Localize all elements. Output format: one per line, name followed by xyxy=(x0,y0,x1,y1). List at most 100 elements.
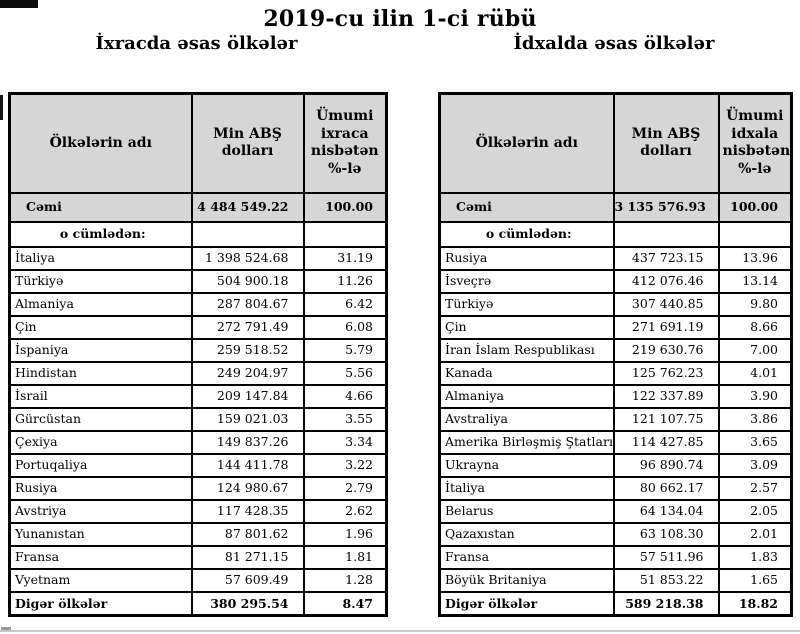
country-cell: Çin xyxy=(438,314,615,340)
percent-cell: 1.28 xyxy=(302,567,388,593)
percent-cell: 7.00 xyxy=(717,337,793,363)
value-cell: 1 398 524.68 xyxy=(190,245,305,271)
percent-cell: 2.79 xyxy=(302,475,388,501)
table-row: Almaniya 287 804.67 6.42 xyxy=(8,291,388,317)
percent-cell: 3.09 xyxy=(717,452,793,478)
country-cell: Qazaxıstan xyxy=(438,521,615,547)
country-cell: Çin xyxy=(8,314,193,340)
import-total-row: Cəmi 3 135 576.93 100.00 xyxy=(438,191,793,223)
export-total-row: Cəmi 4 484 549.22 100.00 xyxy=(8,191,388,223)
percent-cell: 2.62 xyxy=(302,498,388,524)
footer-value: 380 295.54 xyxy=(190,590,305,617)
percent-cell: 2.01 xyxy=(717,521,793,547)
country-cell: Gürcüstan xyxy=(8,406,193,432)
percent-cell: 9.80 xyxy=(717,291,793,317)
percent-cell: 3.55 xyxy=(302,406,388,432)
percent-cell: 13.96 xyxy=(717,245,793,271)
value-cell: 144 411.78 xyxy=(190,452,305,478)
value-cell: 63 108.30 xyxy=(612,521,720,547)
table-row: Gürcüstan 159 021.03 3.55 xyxy=(8,406,388,432)
country-cell: Rusiya xyxy=(8,475,193,501)
table-row: Avstraliya 121 107.75 3.86 xyxy=(438,406,793,432)
country-cell: İspaniya xyxy=(8,337,193,363)
column-header-percent: Ümumi idxala nisbətən %-lə xyxy=(717,92,793,194)
table-row: Portuqaliya 144 411.78 3.22 xyxy=(8,452,388,478)
table-row: Rusiya 124 980.67 2.79 xyxy=(8,475,388,501)
table-row: Yunanıstan 87 801.62 1.96 xyxy=(8,521,388,547)
table-row: İran İslam Respublikası 219 630.76 7.00 xyxy=(438,337,793,363)
table-row: Ukrayna 96 890.74 3.09 xyxy=(438,452,793,478)
table-row: Qazaxıstan 63 108.30 2.01 xyxy=(438,521,793,547)
value-cell: 96 890.74 xyxy=(612,452,720,478)
country-cell: Vyetnam xyxy=(8,567,193,593)
footer-label: Digər ölkələr xyxy=(438,590,615,617)
table-row: Çexiya 149 837.26 3.34 xyxy=(8,429,388,455)
value-cell: 51 853.22 xyxy=(612,567,720,593)
value-cell: 159 021.03 xyxy=(190,406,305,432)
total-percent: 100.00 xyxy=(302,191,388,223)
country-cell: Çexiya xyxy=(8,429,193,455)
table-row: İspaniya 259 518.52 5.79 xyxy=(8,337,388,363)
import-table-title: İdxalda əsas ölkələr xyxy=(513,33,715,54)
value-cell: 64 134.04 xyxy=(612,498,720,524)
value-cell: 124 980.67 xyxy=(190,475,305,501)
country-cell: İran İslam Respublikası xyxy=(438,337,615,363)
scan-artifact-top-bar xyxy=(0,0,38,8)
import-header-row: Ölkələrin adı Min ABŞ dolları Ümumi idxa… xyxy=(438,92,793,194)
percent-cell: 4.01 xyxy=(717,360,793,386)
country-cell: Avstraliya xyxy=(438,406,615,432)
value-cell: 259 518.52 xyxy=(190,337,305,363)
value-cell: 219 630.76 xyxy=(612,337,720,363)
percent-cell: 6.42 xyxy=(302,291,388,317)
value-cell: 307 440.85 xyxy=(612,291,720,317)
table-row: Rusiya 437 723.15 13.96 xyxy=(438,245,793,271)
percent-cell: 1.81 xyxy=(302,544,388,570)
table-row: İtaliya 80 662.17 2.57 xyxy=(438,475,793,501)
country-cell: Ukrayna xyxy=(438,452,615,478)
empty-cell xyxy=(717,220,793,248)
value-cell: 121 107.75 xyxy=(612,406,720,432)
value-cell: 209 147.84 xyxy=(190,383,305,409)
value-cell: 81 271.15 xyxy=(190,544,305,570)
export-subheading-row: o cümlədən: xyxy=(8,220,388,248)
country-cell: Türkiyə xyxy=(438,291,615,317)
percent-cell: 4.66 xyxy=(302,383,388,409)
column-header-country: Ölkələrin adı xyxy=(8,92,193,194)
table-row: İsveçrə 412 076.46 13.14 xyxy=(438,268,793,294)
table-row: Hindistan 249 204.97 5.56 xyxy=(8,360,388,386)
value-cell: 249 204.97 xyxy=(190,360,305,386)
table-row: Avstriya 117 428.35 2.62 xyxy=(8,498,388,524)
value-cell: 504 900.18 xyxy=(190,268,305,294)
percent-cell: 1.65 xyxy=(717,567,793,593)
country-cell: Kanada xyxy=(438,360,615,386)
country-cell: Böyük Britaniya xyxy=(438,567,615,593)
country-cell: İsveçrə xyxy=(438,268,615,294)
country-cell: Fransa xyxy=(8,544,193,570)
page-title: 2019-cu ilin 1-ci rübü xyxy=(263,6,537,32)
percent-cell: 3.90 xyxy=(717,383,793,409)
value-cell: 87 801.62 xyxy=(190,521,305,547)
country-cell: İsrail xyxy=(8,383,193,409)
percent-cell: 2.57 xyxy=(717,475,793,501)
total-value: 3 135 576.93 xyxy=(612,191,720,223)
country-cell: Yunanıstan xyxy=(8,521,193,547)
country-cell: Almaniya xyxy=(438,383,615,409)
value-cell: 272 791.49 xyxy=(190,314,305,340)
value-cell: 149 837.26 xyxy=(190,429,305,455)
percent-cell: 1.96 xyxy=(302,521,388,547)
percent-cell: 8.66 xyxy=(717,314,793,340)
import-table: Ölkələrin adı Min ABŞ dolları Ümumi idxa… xyxy=(438,92,793,617)
percent-cell: 6.08 xyxy=(302,314,388,340)
percent-cell: 31.19 xyxy=(302,245,388,271)
column-header-value: Min ABŞ dolları xyxy=(612,92,720,194)
percent-cell: 11.26 xyxy=(302,268,388,294)
value-cell: 117 428.35 xyxy=(190,498,305,524)
table-row: Fransa 57 511.96 1.83 xyxy=(438,544,793,570)
value-cell: 122 337.89 xyxy=(612,383,720,409)
table-row: İtaliya 1 398 524.68 31.19 xyxy=(8,245,388,271)
total-label: Cəmi xyxy=(438,191,615,223)
empty-cell xyxy=(612,220,720,248)
footer-label: Digər ölkələr xyxy=(8,590,193,617)
country-cell: İtaliya xyxy=(438,475,615,501)
